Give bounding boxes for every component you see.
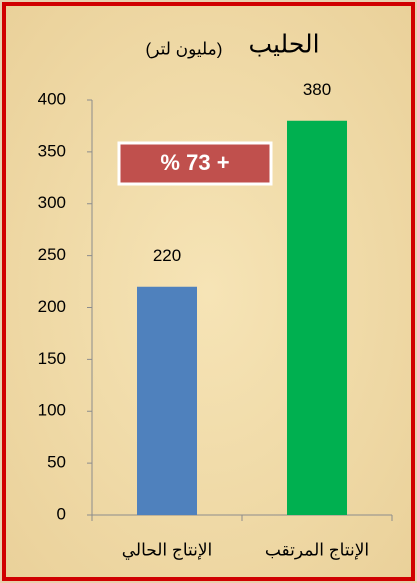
chart-title: الحليب <box>248 31 319 59</box>
bar <box>137 286 197 515</box>
y-tick-label: 100 <box>38 401 66 420</box>
x-tick-label: الإنتاج الحالي <box>122 540 213 560</box>
y-tick-label: 350 <box>38 141 66 160</box>
annotation-box <box>117 141 273 186</box>
y-tick-label: 300 <box>38 193 66 212</box>
y-tick-label: 250 <box>38 245 66 264</box>
annotation: + 73 % <box>160 150 229 175</box>
value-label: 220 <box>153 246 181 265</box>
y-tick-label: 0 <box>57 504 66 523</box>
y-tick-label: 200 <box>38 297 66 316</box>
y-tick-label: 400 <box>38 89 66 108</box>
x-tick-label: الإنتاج المرتقب <box>265 540 369 560</box>
y-tick-label: 50 <box>47 453 66 472</box>
value-label: 380 <box>303 80 331 99</box>
chart-subtitle: (مليون لتر) <box>146 39 223 58</box>
y-tick-label: 150 <box>38 349 66 368</box>
bar <box>287 120 347 515</box>
